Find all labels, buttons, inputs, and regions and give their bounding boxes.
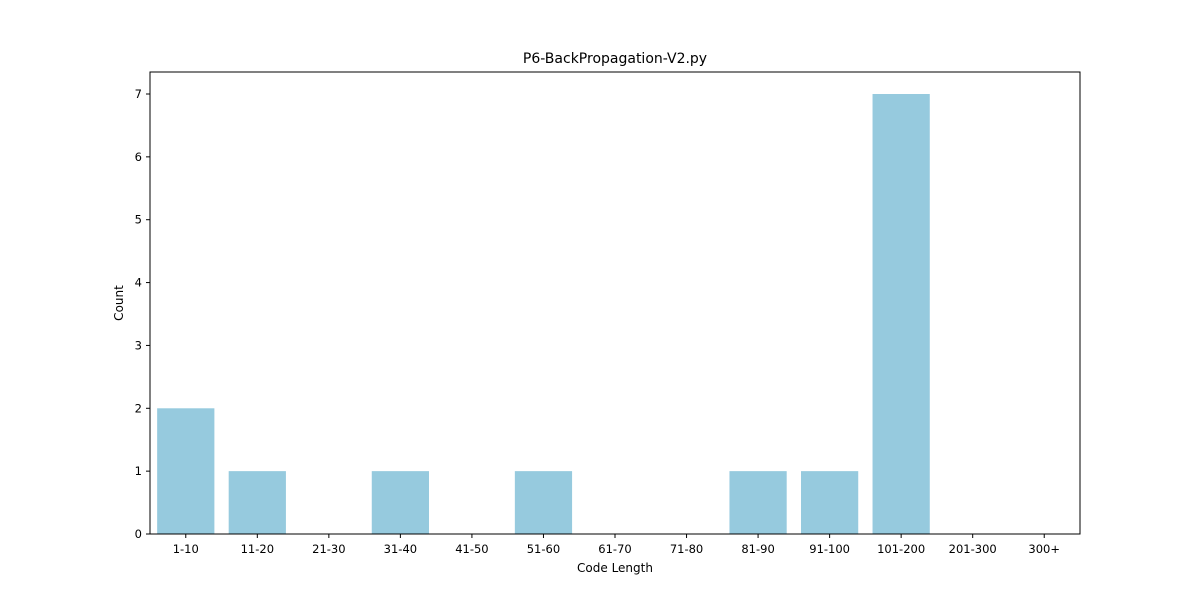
y-tick-label: 3 xyxy=(135,338,142,352)
x-tick-label: 31-40 xyxy=(384,542,417,556)
bar-81-90 xyxy=(729,471,787,534)
x-tick-label: 91-100 xyxy=(809,542,850,556)
bar-101-200 xyxy=(872,94,930,534)
y-axis-label: Count xyxy=(112,285,126,321)
y-tick-label: 2 xyxy=(135,401,142,415)
x-tick-label: 51-60 xyxy=(527,542,560,556)
x-tick-label: 61-70 xyxy=(598,542,631,556)
x-tick-label: 41-50 xyxy=(455,542,488,556)
y-tick-label: 0 xyxy=(135,527,142,541)
y-tick-label: 7 xyxy=(135,87,142,101)
x-axis-ticks: 1-10 11-20 21-30 31-40 41-50 51-60 61-70 71-80 8… xyxy=(173,534,1060,556)
plot-frame xyxy=(149,71,1081,535)
bar-51-60 xyxy=(514,471,573,534)
x-tick-label: 101-200 xyxy=(877,542,925,556)
x-tick-label: 21-30 xyxy=(312,542,345,556)
x-axis-label: Code Length xyxy=(577,561,653,575)
x-tick-label: 1-10 xyxy=(173,542,199,556)
y-tick-label: 5 xyxy=(135,213,142,227)
chart-title: P6-BackPropagation-V2.py xyxy=(523,51,707,67)
y-tick-label: 4 xyxy=(135,276,142,290)
bar-1-10 xyxy=(157,408,215,534)
bar-11-20 xyxy=(228,471,286,534)
x-tick-label: 11-20 xyxy=(241,542,274,556)
x-tick-label: 201-300 xyxy=(949,542,997,556)
y-axis-ticks: 0 1 2 3 4 5 6 7 xyxy=(135,87,150,541)
bars-group xyxy=(157,94,930,534)
x-tick-label: 300+ xyxy=(1028,542,1060,556)
x-tick-label: 71-80 xyxy=(670,542,703,556)
x-tick-label: 81-90 xyxy=(741,542,774,556)
bar-31-40 xyxy=(371,471,429,534)
y-tick-label: 6 xyxy=(135,150,142,164)
y-tick-label: 1 xyxy=(135,464,142,478)
bar-91-100 xyxy=(801,471,859,534)
